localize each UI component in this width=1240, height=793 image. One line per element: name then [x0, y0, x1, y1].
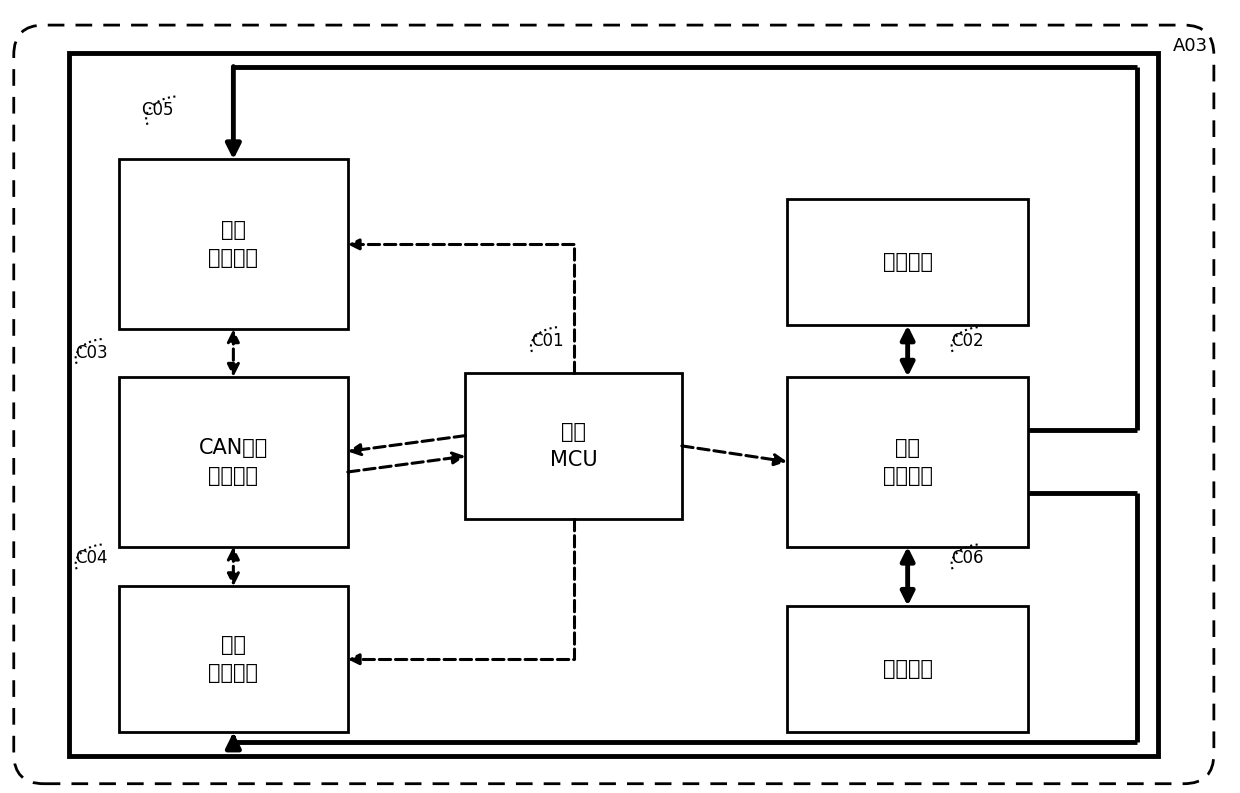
- Text: C03: C03: [76, 344, 108, 362]
- Text: 辅助
MCU: 辅助 MCU: [549, 422, 598, 470]
- Text: C05: C05: [141, 102, 174, 120]
- Text: C02: C02: [951, 332, 985, 351]
- Text: 射频
控制单元: 射频 控制单元: [883, 438, 932, 485]
- Bar: [787, 377, 1028, 546]
- Bar: [119, 586, 347, 733]
- Bar: [119, 159, 347, 329]
- Text: 扩展
输出接口: 扩展 输出接口: [208, 220, 258, 268]
- Bar: [69, 53, 1158, 756]
- Text: C01: C01: [531, 332, 563, 351]
- Bar: [465, 373, 682, 519]
- Text: 读写天线: 读写天线: [883, 659, 932, 679]
- Text: A03: A03: [1173, 37, 1208, 55]
- Bar: [787, 606, 1028, 733]
- Text: 扩展
输入接口: 扩展 输入接口: [208, 635, 258, 684]
- Bar: [787, 199, 1028, 325]
- Text: 读写天线: 读写天线: [883, 252, 932, 272]
- Text: C06: C06: [951, 550, 985, 568]
- Bar: [119, 377, 347, 546]
- Text: CAN总线
收发单元: CAN总线 收发单元: [198, 438, 268, 485]
- Text: C04: C04: [76, 550, 108, 568]
